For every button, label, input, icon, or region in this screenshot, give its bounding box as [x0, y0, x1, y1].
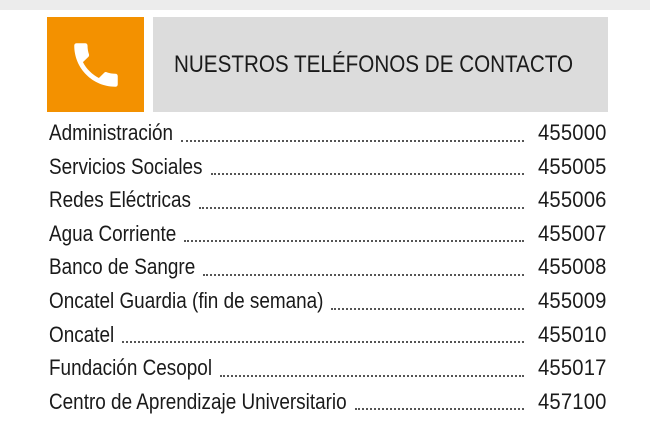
contact-row: Servicios Sociales 455005 [49, 154, 607, 188]
contact-name-wrap: Fundación Cesopol [49, 355, 212, 381]
dot-leader [210, 173, 525, 176]
dot-leader [331, 307, 525, 310]
contact-phone-number: 455006 [538, 187, 607, 213]
contact-name-wrap: Banco de Sangre [49, 254, 195, 280]
contact-name: Oncatel Guardia (fin de semana) [49, 287, 324, 313]
contact-header: NUESTROS TELÉFONOS DE CONTACTO [47, 17, 608, 112]
contact-name: Centro de Aprendizaje Universitario [49, 388, 347, 414]
contact-name-wrap: Servicios Sociales [49, 154, 203, 180]
contact-name-wrap: Administración [49, 120, 173, 146]
contact-name: Agua Corriente [49, 220, 177, 246]
dot-leader [203, 273, 525, 276]
contact-phone-number: 455010 [538, 321, 607, 347]
dot-leader [354, 408, 525, 411]
contact-row: Banco de Sangre 455008 [49, 254, 607, 288]
contact-name-wrap: Oncatel [49, 322, 114, 348]
contact-name-wrap: Centro de Aprendizaje Universitario [49, 389, 347, 415]
contact-name: Oncatel [49, 321, 115, 347]
phone-icon [73, 42, 118, 87]
contact-phone-number: 455000 [538, 120, 607, 145]
contact-phone-number: 457100 [538, 388, 607, 414]
page-title: NUESTROS TELÉFONOS DE CONTACTO [174, 50, 574, 78]
contact-row: Oncatel Guardia (fin de semana) 455009 [49, 288, 607, 322]
contact-list: Administración 455000 Servicios Sociales 45… [49, 120, 607, 422]
contact-phone-number: 455008 [538, 254, 607, 280]
dot-leader [184, 240, 525, 243]
contact-name-wrap: Redes Eléctricas [49, 187, 191, 213]
contact-phone-number: 455017 [538, 355, 607, 381]
dot-leader [122, 341, 525, 344]
contact-name-wrap: Oncatel Guardia (fin de semana) [49, 288, 323, 314]
contact-row: Fundación Cesopol 455017 [49, 355, 607, 389]
contact-name: Banco de Sangre [49, 254, 196, 280]
title-box: NUESTROS TELÉFONOS DE CONTACTO [153, 17, 608, 112]
contact-phone-number: 455009 [538, 287, 607, 313]
contact-name: Administración [49, 120, 174, 145]
top-band [0, 0, 650, 10]
dot-leader [198, 206, 525, 209]
phone-icon-box [47, 17, 144, 112]
contact-name: Servicios Sociales [49, 153, 203, 179]
contact-phone-number: 455007 [538, 220, 607, 246]
contact-name: Redes Eléctricas [49, 187, 191, 213]
contact-row: Oncatel 455010 [49, 322, 607, 356]
contact-row: Redes Eléctricas 455006 [49, 187, 607, 221]
contact-row: Centro de Aprendizaje Universitario 45710… [49, 389, 607, 423]
contact-row: Administración 455000 [49, 120, 607, 154]
dot-leader [181, 139, 525, 142]
contact-row: Agua Corriente 455007 [49, 221, 607, 255]
dot-leader [220, 374, 525, 377]
contact-phone-number: 455005 [538, 153, 607, 179]
contact-name-wrap: Agua Corriente [49, 221, 176, 247]
contact-name: Fundación Cesopol [49, 355, 213, 381]
